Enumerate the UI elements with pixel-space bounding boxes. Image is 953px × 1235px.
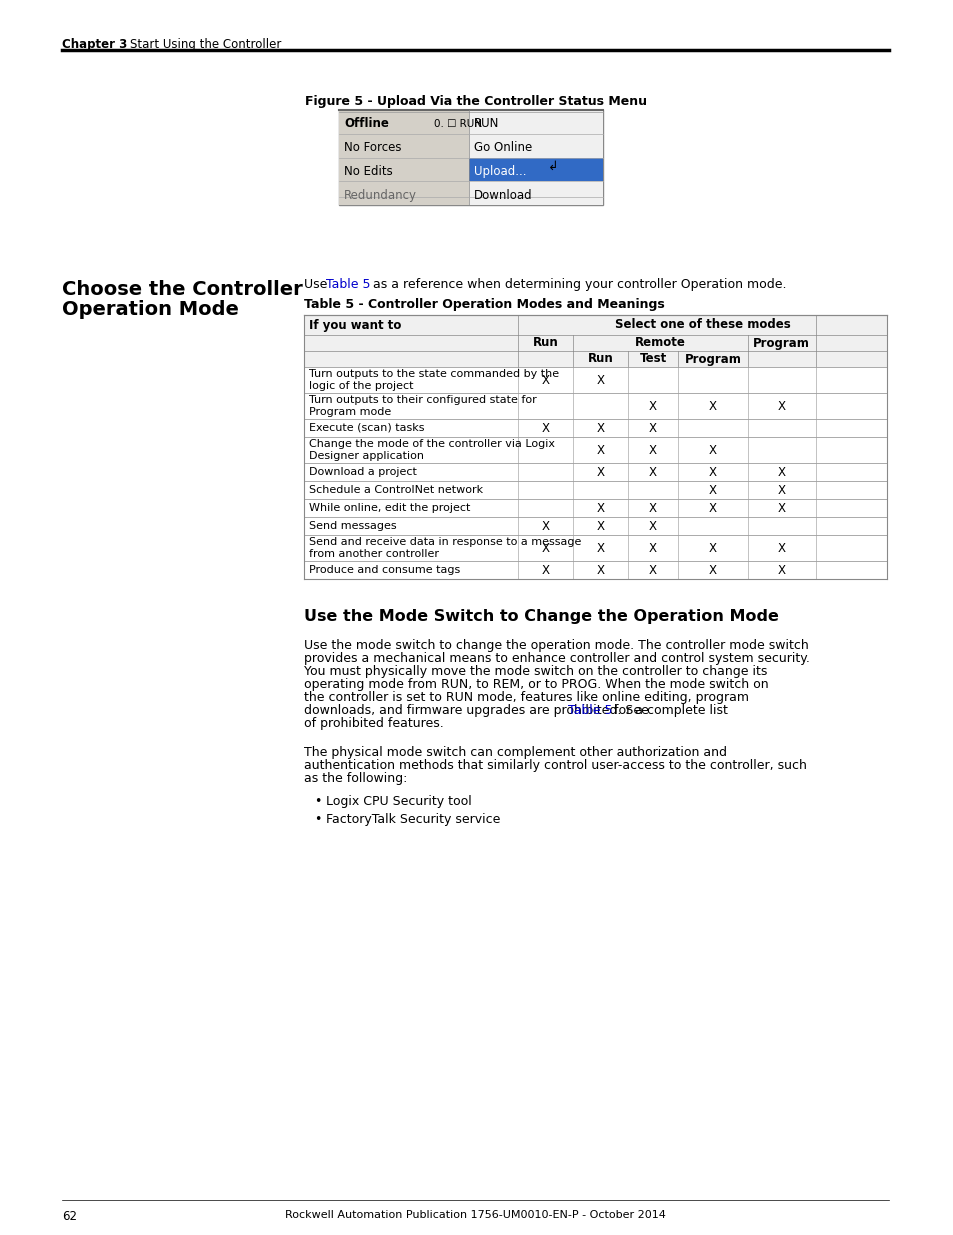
Text: X: X bbox=[648, 443, 657, 457]
Text: for a complete list: for a complete list bbox=[610, 704, 727, 718]
Text: X: X bbox=[648, 399, 657, 412]
Text: X: X bbox=[648, 466, 657, 478]
Text: Send messages: Send messages bbox=[309, 521, 396, 531]
Text: Rockwell Automation Publication 1756-UM0010-EN-P - October 2014: Rockwell Automation Publication 1756-UM0… bbox=[285, 1210, 665, 1220]
Text: Run: Run bbox=[533, 336, 558, 350]
Bar bbox=[304, 315, 886, 367]
Text: Operation Mode: Operation Mode bbox=[62, 300, 238, 319]
Text: Download a project: Download a project bbox=[309, 467, 416, 477]
Text: X: X bbox=[777, 483, 784, 496]
Text: X: X bbox=[596, 501, 604, 515]
Text: No Edits: No Edits bbox=[344, 165, 393, 178]
Bar bbox=[338, 110, 468, 205]
Text: as a reference when determining your controller Operation mode.: as a reference when determining your con… bbox=[369, 278, 785, 291]
Text: Choose the Controller: Choose the Controller bbox=[62, 280, 302, 299]
Text: X: X bbox=[648, 563, 657, 577]
Text: X: X bbox=[541, 421, 549, 435]
Text: If you want to: If you want to bbox=[309, 319, 401, 331]
Text: Use the Mode Switch to Change the Operation Mode: Use the Mode Switch to Change the Operat… bbox=[304, 609, 779, 624]
Text: X: X bbox=[708, 399, 716, 412]
Text: X: X bbox=[648, 421, 657, 435]
Text: 62: 62 bbox=[62, 1210, 77, 1223]
Text: Chapter 3: Chapter 3 bbox=[62, 38, 127, 51]
Text: No Forces: No Forces bbox=[344, 141, 401, 154]
Text: Upload...: Upload... bbox=[473, 165, 525, 178]
Text: X: X bbox=[596, 563, 604, 577]
Text: X: X bbox=[777, 501, 784, 515]
Text: Execute (scan) tasks: Execute (scan) tasks bbox=[309, 424, 424, 433]
Text: X: X bbox=[596, 373, 604, 387]
Text: 0. ☐ RUN: 0. ☐ RUN bbox=[434, 119, 481, 128]
Text: Program: Program bbox=[683, 352, 740, 366]
Text: X: X bbox=[541, 373, 549, 387]
Text: ↲: ↲ bbox=[548, 159, 558, 173]
Text: X: X bbox=[648, 520, 657, 532]
Text: Go Online: Go Online bbox=[473, 141, 531, 154]
Text: Figure 5 - Upload Via the Controller Status Menu: Figure 5 - Upload Via the Controller Sta… bbox=[304, 95, 646, 107]
Text: X: X bbox=[708, 563, 716, 577]
Text: Program: Program bbox=[752, 336, 809, 350]
Text: The physical mode switch can complement other authorization and: The physical mode switch can complement … bbox=[304, 746, 726, 760]
Text: Send and receive data in response to a message
from another controller: Send and receive data in response to a m… bbox=[309, 537, 580, 559]
Text: Run: Run bbox=[587, 352, 613, 366]
Text: RUN: RUN bbox=[473, 117, 498, 131]
Text: X: X bbox=[708, 483, 716, 496]
Text: X: X bbox=[541, 541, 549, 555]
Text: Schedule a ControlNet network: Schedule a ControlNet network bbox=[309, 485, 482, 495]
Text: While online, edit the project: While online, edit the project bbox=[309, 503, 470, 513]
Text: Turn outputs to the state commanded by the
logic of the project: Turn outputs to the state commanded by t… bbox=[309, 369, 558, 391]
Text: X: X bbox=[648, 541, 657, 555]
Text: X: X bbox=[596, 541, 604, 555]
Text: X: X bbox=[708, 501, 716, 515]
Text: Change the mode of the controller via Logix
Designer application: Change the mode of the controller via Lo… bbox=[309, 438, 555, 461]
Text: Table 5: Table 5 bbox=[326, 278, 370, 291]
Text: X: X bbox=[541, 563, 549, 577]
Text: Turn outputs to their configured state for
Program mode: Turn outputs to their configured state f… bbox=[309, 395, 537, 417]
Text: X: X bbox=[648, 501, 657, 515]
Text: of prohibited features.: of prohibited features. bbox=[304, 718, 443, 730]
Text: Download: Download bbox=[473, 189, 532, 201]
Text: X: X bbox=[777, 563, 784, 577]
Text: Remote: Remote bbox=[635, 336, 685, 350]
Text: X: X bbox=[777, 466, 784, 478]
Text: X: X bbox=[777, 541, 784, 555]
Text: Produce and consume tags: Produce and consume tags bbox=[309, 564, 460, 576]
Text: Table 5 - Controller Operation Modes and Meanings: Table 5 - Controller Operation Modes and… bbox=[304, 298, 664, 311]
Text: X: X bbox=[596, 443, 604, 457]
Text: Select one of these modes: Select one of these modes bbox=[615, 319, 790, 331]
Text: Use the mode switch to change the operation mode. The controller mode switch: Use the mode switch to change the operat… bbox=[304, 638, 808, 652]
Text: •: • bbox=[314, 813, 321, 826]
Text: Start Using the Controller: Start Using the Controller bbox=[130, 38, 281, 51]
Text: provides a mechanical means to enhance controller and control system security.: provides a mechanical means to enhance c… bbox=[304, 652, 809, 664]
Text: downloads, and firmware upgrades are prohibited. See: downloads, and firmware upgrades are pro… bbox=[304, 704, 652, 718]
Text: Use: Use bbox=[304, 278, 331, 291]
Text: the controller is set to RUN mode, features like online editing, program: the controller is set to RUN mode, featu… bbox=[304, 692, 748, 704]
Bar bbox=[468, 110, 602, 205]
Text: Offline: Offline bbox=[344, 117, 389, 131]
Text: X: X bbox=[596, 421, 604, 435]
Text: as the following:: as the following: bbox=[304, 772, 407, 785]
Bar bbox=[468, 158, 602, 182]
Text: authentication methods that similarly control user-access to the controller, suc: authentication methods that similarly co… bbox=[304, 760, 806, 772]
Text: operating mode from RUN, to REM, or to PROG. When the mode switch on: operating mode from RUN, to REM, or to P… bbox=[304, 678, 768, 692]
Text: X: X bbox=[596, 466, 604, 478]
Text: Redundancy: Redundancy bbox=[344, 189, 416, 201]
Text: You must physically move the mode switch on the controller to change its: You must physically move the mode switch… bbox=[304, 664, 766, 678]
Text: Test: Test bbox=[639, 352, 666, 366]
Text: X: X bbox=[541, 520, 549, 532]
Text: X: X bbox=[596, 520, 604, 532]
Text: Table 5: Table 5 bbox=[568, 704, 612, 718]
Text: FactoryTalk Security service: FactoryTalk Security service bbox=[326, 813, 500, 826]
Text: X: X bbox=[708, 541, 716, 555]
Text: X: X bbox=[708, 466, 716, 478]
Text: •: • bbox=[314, 795, 321, 808]
Text: Logix CPU Security tool: Logix CPU Security tool bbox=[326, 795, 472, 808]
Bar bbox=[338, 110, 602, 205]
Text: X: X bbox=[777, 399, 784, 412]
Text: X: X bbox=[708, 443, 716, 457]
